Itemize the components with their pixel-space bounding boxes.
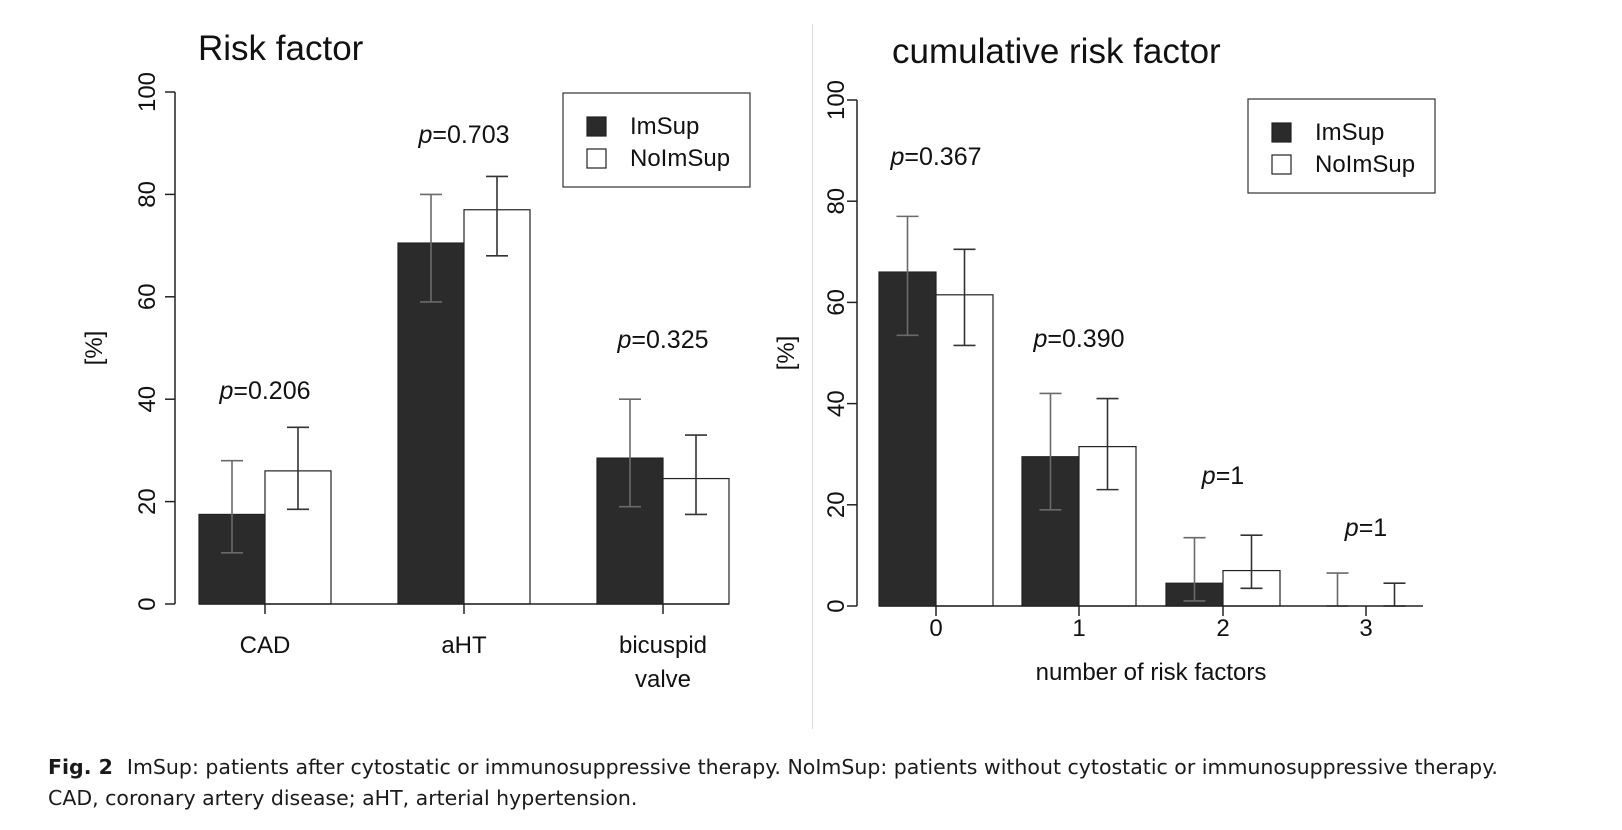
chart-title: cumulative risk factor [892,32,1221,71]
legend-swatch-imsup [1271,122,1292,143]
y-tick-label: 0 [823,599,850,612]
x-tick-label-line: 1 [1072,615,1085,642]
bar-noimsup [935,294,994,607]
p-value: =0.703 [432,121,509,149]
x-tick-label-line: 2 [1216,615,1229,642]
figure: Risk factor 0 20 40 60 80 100 [%] CAD p=0.206 aHT p… [81,24,1436,729]
x-tick-label-line: CAD [240,632,291,659]
x-tick-label-line: valve [635,666,691,693]
legend-box [1247,98,1436,194]
p-value: =0.325 [631,326,708,354]
y-tick-label: 20 [134,488,161,515]
error-bar-noimsup [486,175,508,257]
x-tick-label: 2 [1216,615,1229,642]
p-symbol: p [1344,514,1359,542]
legend: ImSup NoImSup [562,92,751,188]
y-tick-label: 40 [823,390,850,417]
p-value-annotation: p=0.703 [417,121,509,149]
x-tick-label-line: aHT [441,632,487,659]
x-tick-label-line: 3 [1359,615,1372,642]
legend: ImSup NoImSup [1247,98,1436,194]
charts-svg: Risk factor020406080100[%]CADp=0.206aHTp… [81,29,1436,693]
bar-noimsup [463,209,531,605]
p-value: =0.367 [904,143,981,171]
p-value-annotation: p=0.325 [616,326,708,354]
caption-line-2: CAD, coronary artery disease; aHT, arter… [48,786,638,810]
y-tick-label: 80 [823,188,850,215]
p-symbol: p [889,143,904,171]
p-value: =0.390 [1047,325,1124,353]
p-value: =1 [1216,462,1245,490]
legend-label-noimsup: NoImSup [630,145,730,172]
x-tick-label: 3 [1359,615,1372,642]
p-value-annotation: p=1 [1201,462,1244,490]
p-value-annotation: p=0.206 [218,377,310,405]
bar-imsup [397,242,465,605]
chart-title: Risk factor [198,29,364,68]
legend-label-imsup: ImSup [1315,119,1384,146]
panel-divider [812,24,813,729]
x-tick-label: CAD [240,632,291,659]
caption-text-1: ImSup: patients after cytostatic or immu… [126,755,1498,779]
y-tick-label: 80 [134,181,161,208]
x-axis-label: number of risk factors [1036,659,1267,686]
error-bar-noimsup [1240,534,1263,590]
x-tick-label: 1 [1072,615,1085,642]
error-bar-noimsup [953,248,976,347]
p-value-annotation: p=1 [1344,514,1387,542]
legend-swatch-noimsup [1271,154,1292,175]
y-tick-label: 100 [134,72,161,112]
error-bar-noimsup [685,434,707,516]
y-tick-label: 60 [823,289,850,316]
y-tick-label: 60 [134,283,161,310]
y-tick-label: 100 [823,80,850,120]
y-tick-label: 40 [134,386,161,413]
error-bar-imsup [420,193,442,303]
p-symbol: p [218,377,233,405]
error-bar-noimsup [1383,582,1406,607]
error-bar-noimsup [287,426,309,511]
x-tick-label-line: 0 [929,615,942,642]
chart-panel-2: cumulative risk factor020406080100[%]0p=… [773,32,1436,686]
x-tick-label-line: bicuspid [619,632,707,659]
figure-caption: Fig. 2 ImSup: patients after cytostatic o… [48,752,1588,814]
legend-swatch-noimsup [586,148,607,169]
y-axis-label: [%] [81,331,108,366]
p-symbol: p [1032,325,1047,353]
error-bar-imsup [896,215,919,337]
chart-panel-1: Risk factor020406080100[%]CADp=0.206aHTp… [81,29,751,693]
y-tick-label: 20 [823,491,850,518]
p-symbol: p [1201,462,1216,490]
error-bar-imsup [1326,572,1349,607]
error-bar-imsup [221,459,243,554]
p-symbol: p [616,326,631,354]
error-bar-imsup [619,398,641,508]
caption-figure-label: Fig. 2 [48,755,113,779]
error-bar-imsup [1039,392,1062,511]
y-tick-label: 0 [134,597,161,610]
x-tick-label: bicuspid valve [619,632,707,693]
p-value-annotation: p=0.390 [1032,325,1124,353]
error-bar-noimsup [1096,397,1119,491]
p-value-annotation: p=0.367 [889,143,981,171]
legend-label-imsup: ImSup [630,113,699,140]
legend-swatch-imsup [586,116,607,137]
legend-box [562,92,751,188]
p-value: =1 [1359,514,1388,542]
x-tick-label: 0 [929,615,942,642]
error-bar-imsup [1183,536,1206,602]
p-value: =0.206 [233,377,310,405]
y-axis-label: [%] [773,336,800,371]
caption-line-1: Fig. 2 ImSup: patients after cytostatic o… [48,752,1588,783]
x-tick-label: aHT [441,632,487,659]
p-symbol: p [417,121,432,149]
legend-label-noimsup: NoImSup [1315,151,1415,178]
